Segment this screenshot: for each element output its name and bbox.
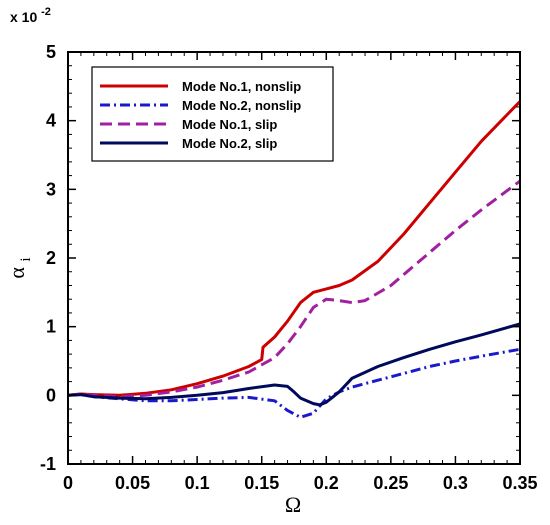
legend: Mode No.1, nonslip Mode No.2, nonslip Mode…: [91, 66, 334, 162]
legend-label-1: Mode No.1, nonslip: [182, 79, 301, 94]
y-axis-label-subscript: i: [18, 257, 34, 261]
y-tick-label: 1: [46, 317, 56, 337]
legend-label-3: Mode No.1, slip: [182, 117, 277, 132]
series-line-3: [67, 179, 521, 399]
y-axis-label-main: α: [4, 267, 29, 279]
legend-label-2: Mode No.2, nonslip: [182, 98, 301, 113]
x-tick-label: 0.2: [314, 473, 339, 493]
labels-layer: 0 0.05 0.1 0.15 0.2 0.25 0.3 0.35 -1 0 1 2 3 4 5: [40, 42, 538, 493]
x-tick-label: 0: [63, 473, 73, 493]
series-line-2: [67, 347, 521, 419]
series-line-4: [67, 322, 521, 407]
y-tick-label: -1: [40, 454, 56, 474]
y-scale-exponent: -2: [41, 6, 51, 18]
x-tick-label: 0.15: [244, 473, 279, 493]
x-tick-label: 0.25: [373, 473, 408, 493]
y-scale-note: x 10 -2: [10, 6, 51, 25]
legend-label-4: Mode No.2, slip: [182, 136, 277, 151]
legend-box: [91, 66, 334, 162]
x-tick-label: 0.3: [443, 473, 468, 493]
y-tick-label: 2: [46, 248, 56, 268]
x-axis-label: Ω: [285, 492, 301, 517]
x-tick-label: 0.35: [502, 473, 537, 493]
y-tick-label: 5: [46, 42, 56, 62]
series-layer: [67, 100, 522, 419]
x-tick-label: 0.1: [185, 473, 210, 493]
y-axis-label: α i: [4, 257, 34, 278]
y-scale-note-text: x 10: [10, 9, 37, 25]
y-tick-label: 0: [46, 385, 56, 405]
y-tick-label: 4: [46, 111, 56, 131]
ticks-layer: [67, 51, 521, 465]
series-line-1: [67, 100, 522, 397]
x-tick-label: 0.05: [115, 473, 150, 493]
y-tick-label: 3: [46, 179, 56, 199]
